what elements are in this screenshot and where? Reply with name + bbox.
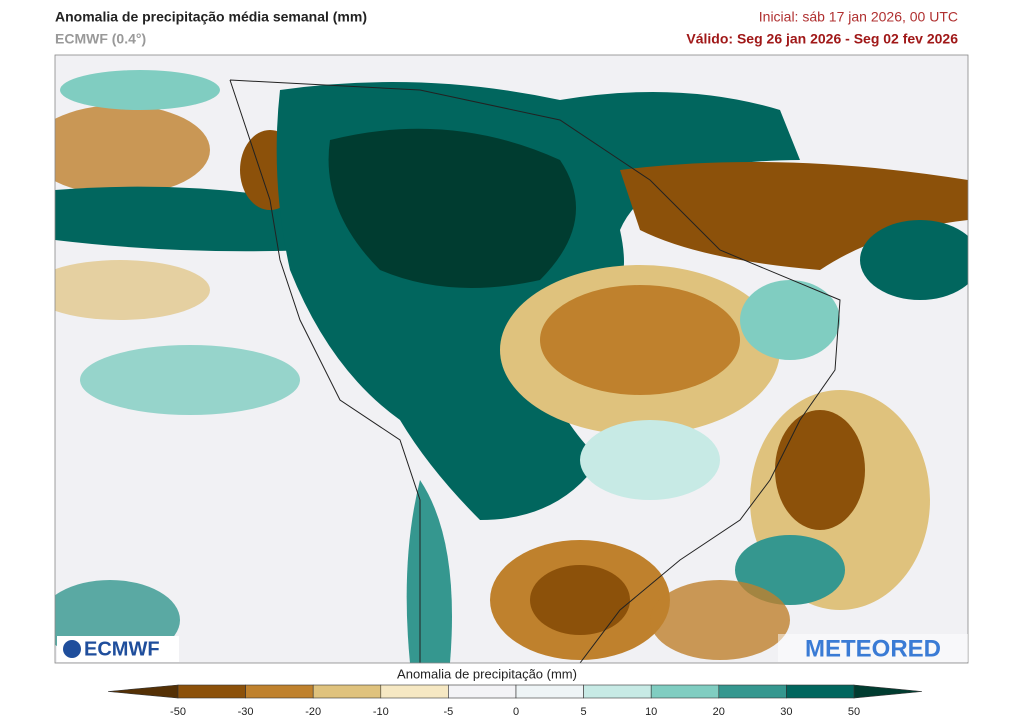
coastline [229,79,841,663]
anomaly-area [80,345,300,415]
colorbar: -50 -30 -20 -10 -5 0 5 10 20 30 50 [107,684,923,718]
colorbar-tick-label: -50 [170,706,186,718]
colorbar-tick-label: -30 [238,706,254,718]
title: Anomalia de precipitação média semanal (… [55,9,367,25]
anomaly-area [406,480,452,663]
anomaly-area [650,580,790,660]
anomaly-area [55,105,210,195]
colorbar-end [107,684,179,699]
colorbar-tick-label: -5 [444,706,454,718]
colorbar-segment [786,684,855,699]
anomaly-area [860,220,968,300]
colorbar-tick-label: -20 [305,706,321,718]
colorbar-tick-label: -10 [373,706,389,718]
anomaly-area [540,285,740,395]
colorbar-tick-label: 50 [848,706,860,718]
anomaly-area [620,162,968,270]
subtitle: ECMWF (0.4°) [55,31,146,47]
colorbar-tick-label: 10 [645,706,657,718]
colorbar-tick-label: 5 [581,706,587,718]
logo-bg [778,634,968,662]
map [54,54,969,664]
logo-ecmwf: ECMWF [57,636,179,662]
logo-text: METEORED [805,635,941,662]
map-frame [54,54,969,664]
colorbar-end [853,684,923,699]
logo-icon [63,640,81,658]
logo-meteored: METEORED [778,634,968,662]
anomaly-area [775,410,865,530]
colorbar-label: Anomalia de precipitação (mm) [397,666,577,681]
anomaly-area [530,565,630,635]
colorbar-tick-label: 0 [513,706,519,718]
anomaly-area [55,260,210,320]
initial-date: Inicial: sáb 17 jan 2026, 00 UTC [759,9,958,25]
colorbar-segment [177,684,246,699]
colorbar-segment [448,684,517,699]
anomaly-area [580,420,720,500]
valid-date: Válido: Seg 26 jan 2026 - Seg 02 fev 202… [686,31,958,47]
anomaly-area [328,128,576,288]
colorbar-segment [245,684,314,699]
colorbar-segment [312,684,382,699]
colorbar-tick-label: 30 [780,706,792,718]
colorbar-segment [515,684,584,699]
colorbar-segment [583,684,652,699]
anomaly-area [740,280,840,360]
anomaly-area [60,70,220,110]
colorbar-segment [650,684,720,699]
colorbar-segment [380,684,449,699]
anomaly-area [735,535,845,605]
logo-text: ECMWF [84,638,160,660]
anomaly-area [55,186,310,252]
colorbar-segment [718,684,787,699]
colorbar-tick-label: 20 [713,706,725,718]
